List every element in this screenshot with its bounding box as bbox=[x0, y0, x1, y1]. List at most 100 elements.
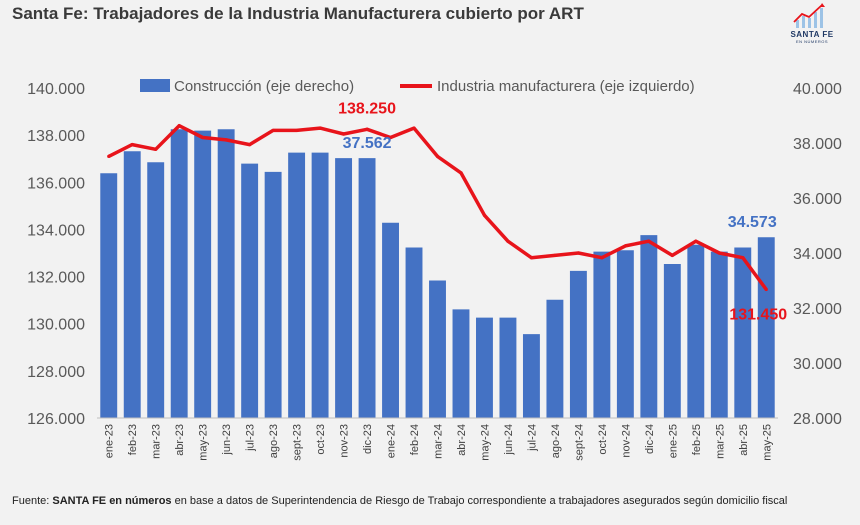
data-label: 34.573 bbox=[728, 214, 777, 231]
left-tick-label: 128.000 bbox=[27, 364, 85, 381]
line-point bbox=[271, 128, 275, 133]
x-tick-label: mar-24 bbox=[433, 424, 445, 459]
line-point bbox=[388, 135, 393, 140]
bar bbox=[476, 317, 493, 418]
x-tick-label: sept-23 bbox=[292, 424, 304, 461]
bar bbox=[170, 129, 188, 418]
legend: Construcción (eje derecho) Industria man… bbox=[140, 78, 695, 95]
line-point bbox=[412, 126, 416, 130]
bar bbox=[264, 171, 282, 418]
left-tick-label: 138.000 bbox=[27, 128, 85, 145]
bar bbox=[311, 152, 329, 418]
left-tick-label: 132.000 bbox=[27, 270, 85, 287]
bar bbox=[757, 237, 775, 418]
data-labels: 138.250 37.562 34.573 131.450 bbox=[338, 100, 787, 323]
x-tick-label: jun-23 bbox=[221, 424, 233, 456]
x-tick-label: feb-23 bbox=[127, 424, 139, 455]
bar bbox=[147, 162, 165, 418]
right-tick-label: 32.000 bbox=[793, 301, 842, 318]
line-point bbox=[107, 154, 111, 158]
x-tick-label: jun-24 bbox=[503, 424, 515, 456]
line-point bbox=[295, 128, 299, 133]
x-tick-label: dic-24 bbox=[644, 424, 656, 454]
bar bbox=[522, 334, 540, 418]
bar bbox=[452, 309, 470, 418]
line-point bbox=[764, 287, 768, 292]
line-point bbox=[177, 124, 181, 128]
bar bbox=[288, 152, 306, 418]
x-tick-label: may-25 bbox=[761, 424, 773, 461]
logo-text: SANTA FE bbox=[790, 30, 834, 39]
right-tick-label: 40.000 bbox=[793, 81, 842, 98]
bar bbox=[546, 299, 564, 418]
x-tick-label: dic-23 bbox=[362, 424, 374, 454]
x-tick-label: feb-24 bbox=[409, 424, 421, 455]
x-tick-label: nov-24 bbox=[620, 424, 632, 458]
bar bbox=[217, 129, 235, 418]
bar bbox=[382, 222, 399, 418]
line-point bbox=[224, 138, 228, 142]
legend-swatch-construccion bbox=[140, 79, 170, 92]
line-point bbox=[435, 154, 440, 158]
line-point bbox=[154, 147, 158, 151]
data-label: 138.250 bbox=[338, 100, 396, 117]
x-tick-label: feb-25 bbox=[691, 424, 703, 455]
left-tick-label: 134.000 bbox=[27, 222, 85, 239]
line-series bbox=[107, 123, 768, 292]
x-tick-label: jul-24 bbox=[526, 424, 538, 452]
right-tick-label: 28.000 bbox=[793, 411, 842, 428]
bar bbox=[405, 247, 423, 418]
bar bbox=[194, 130, 212, 418]
x-tick-label: oct-24 bbox=[597, 424, 609, 455]
x-tick-label: may-24 bbox=[479, 424, 491, 461]
bar-series bbox=[100, 129, 775, 418]
chart-title: Santa Fe: Trabajadores de la Industria M… bbox=[12, 4, 584, 23]
line-point bbox=[459, 171, 463, 175]
x-tick-label: sept-24 bbox=[573, 424, 585, 461]
legend-label-industria: Industria manufacturera (eje izquierdo) bbox=[437, 78, 695, 95]
line-point bbox=[365, 127, 369, 131]
left-tick-label: 140.000 bbox=[27, 81, 85, 98]
data-label: 131.450 bbox=[729, 307, 787, 324]
bar bbox=[687, 244, 705, 418]
bar bbox=[593, 251, 611, 418]
left-tick-label: 136.000 bbox=[27, 175, 85, 192]
line-point bbox=[623, 244, 627, 248]
x-tick-label: ene-24 bbox=[386, 424, 398, 458]
line-point bbox=[341, 132, 346, 136]
source-brand: SANTA FE en números bbox=[52, 495, 172, 507]
bar bbox=[616, 250, 634, 418]
line-point bbox=[248, 142, 252, 147]
line-point bbox=[482, 213, 487, 217]
line-point bbox=[130, 142, 134, 147]
bar bbox=[241, 163, 259, 418]
right-tick-label: 30.000 bbox=[793, 356, 842, 373]
x-tick-label: abr-23 bbox=[174, 424, 186, 456]
x-tick-label: jul-23 bbox=[245, 424, 257, 452]
line-point bbox=[670, 253, 674, 257]
legend-label-construccion: Construcción (eje derecho) bbox=[174, 78, 354, 95]
x-tick-label: nov-23 bbox=[339, 424, 351, 458]
santa-fe-logo: SANTA FE EN NÚMEROS bbox=[786, 2, 838, 44]
line-point bbox=[717, 251, 721, 255]
x-tick-label: ago-23 bbox=[268, 424, 280, 458]
bar bbox=[569, 270, 587, 418]
bar bbox=[710, 251, 728, 418]
line-point bbox=[741, 256, 745, 260]
bar bbox=[335, 158, 353, 418]
x-tick-label: oct-23 bbox=[315, 424, 327, 455]
right-tick-label: 36.000 bbox=[793, 191, 842, 208]
bar bbox=[734, 247, 752, 418]
left-tick-label: 126.000 bbox=[27, 411, 85, 428]
data-label: 37.562 bbox=[343, 135, 392, 152]
right-axis: 28.000 30.000 32.000 34.000 36.000 38.000 40.0… bbox=[793, 81, 842, 428]
bar bbox=[429, 280, 446, 418]
combo-chart: Construcción (eje derecho) Industria man… bbox=[27, 78, 842, 461]
bar bbox=[100, 173, 118, 418]
left-tick-label: 130.000 bbox=[27, 317, 85, 334]
bar bbox=[499, 317, 517, 418]
x-tick-label: ago-24 bbox=[550, 424, 562, 458]
bar bbox=[358, 158, 376, 418]
line-point bbox=[647, 239, 651, 243]
bar bbox=[663, 264, 681, 418]
